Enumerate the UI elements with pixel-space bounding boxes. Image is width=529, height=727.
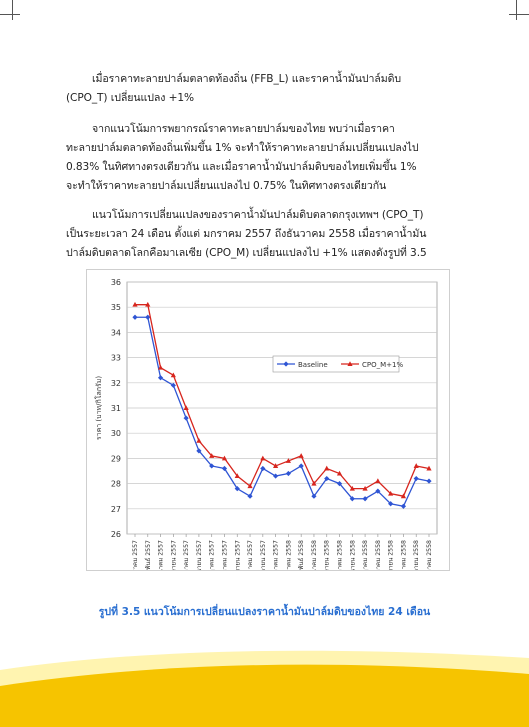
x-tick-label: ตุลาคม 2557 <box>247 540 254 570</box>
x-tick-label: มกราคม 2558 <box>285 540 292 570</box>
y-tick-label: 27 <box>111 505 121 514</box>
y-axis-label: ราคา (บาท/กิโลกรัม) <box>94 376 103 441</box>
x-tick-label: มิถุนายน 2558 <box>349 540 356 570</box>
price-trend-chart: 26 27 28 29 30 31 32 33 34 35 36 ราคา (บาท/กิโลกรัม… <box>94 278 438 588</box>
text-line: จะทำให้ราคาทะลายปาล์มเปลี่ยนแปลงไป 0.75%… <box>66 180 387 192</box>
x-tick-label: มีนาคม 2557 <box>157 540 165 570</box>
data-point <box>388 490 394 496</box>
legend-marker <box>347 361 353 366</box>
paragraph-1: เมื่อราคาทะลายปาล์มตลาดท้องถิ่น (FFB_L) … <box>66 70 464 108</box>
data-point <box>247 493 253 499</box>
data-point <box>196 437 202 443</box>
x-tick-label: สิงหาคม 2558 <box>375 540 382 570</box>
text-line: ปาล์มดิบตลาดโลกคือมาเลเซีย (CPO_M) เปลี่… <box>66 247 427 259</box>
y-tick-label: 34 <box>111 328 121 337</box>
text-line: 0.83% ในทิศทางตรงเดียวกัน และเมื่อราคาน้… <box>66 161 417 173</box>
paragraph-2: จากแนวโน้มการพยากรณ์ราคาทะลายปาล์มของไทย… <box>66 120 464 196</box>
x-tick-label: ธันวาคม 2557 <box>273 540 280 570</box>
figure-caption: รูปที่ 3.5 แนวโน้มการเปลี่ยนแปลงราคาน้ำม… <box>98 606 431 618</box>
y-tick-label: 35 <box>111 303 121 312</box>
data-point <box>145 301 151 307</box>
text-line: ทะลายปาล์มตลาดท้องถิ่นเพิ่มขึ้น 1% จะทำใ… <box>66 142 419 154</box>
x-tick-label: กุมภาพันธ์ 2558 <box>297 540 305 570</box>
x-tick-label: พฤศจิกายน 2558 <box>413 540 420 570</box>
x-tick-label: เมษายน 2557 <box>170 540 177 570</box>
footer-yellow-wave <box>0 664 529 727</box>
data-point <box>157 375 164 381</box>
series-line <box>135 304 430 497</box>
crop-mark <box>0 14 20 15</box>
crop-mark <box>12 0 13 20</box>
legend-marker <box>283 361 289 367</box>
data-point <box>400 493 407 499</box>
text-line: เมื่อราคาทะลายปาล์มตลาดท้องถิ่น (FFB_L) … <box>92 73 401 85</box>
data-point <box>170 372 176 378</box>
x-tick-label: กรกฎาคม 2557 <box>209 540 216 570</box>
x-tick-label: กันยายน 2557 <box>234 540 241 570</box>
legend-box <box>272 355 400 373</box>
x-tick-label: กันยายน 2558 <box>388 540 395 570</box>
chart-figure: 26 27 28 29 30 31 32 33 34 35 36 ราคา (บาท/กิโลกรัม… <box>86 269 450 588</box>
series-line <box>135 316 430 508</box>
x-tick-label: พฤษภาคม 2558 <box>337 540 344 570</box>
data-point <box>132 314 138 320</box>
data-point <box>285 458 291 463</box>
x-tick-label: มิถุนายน 2557 <box>196 540 203 570</box>
y-tick-label: 29 <box>111 454 121 463</box>
text-line: เป็นระยะเวลา 24 เดือน ตั้งแต่ มกราคม 255… <box>66 228 427 240</box>
data-point <box>324 465 330 471</box>
y-tick-label: 36 <box>111 278 121 287</box>
y-tick-label: 33 <box>111 354 121 363</box>
legend-label: Baseline <box>298 361 328 369</box>
text-line: จากแนวโน้มการพยากรณ์ราคาทะลายปาล์มของไทย… <box>92 123 395 135</box>
data-point <box>349 496 355 502</box>
data-point <box>234 473 240 479</box>
data-point <box>221 455 228 461</box>
y-tick-label: 30 <box>111 429 121 438</box>
footer-decoration <box>0 650 529 727</box>
data-point <box>375 478 381 484</box>
x-tick-label: พฤศจิกายน 2557 <box>260 540 267 570</box>
data-point <box>362 485 368 491</box>
data-point <box>413 475 419 482</box>
y-tick-label: 32 <box>111 379 121 388</box>
data-point <box>324 475 330 482</box>
crop-mark <box>516 0 517 20</box>
x-tick-label: กุมภาพันธ์ 2557 <box>144 540 152 570</box>
data-point <box>426 465 432 471</box>
data-point <box>336 470 343 476</box>
paragraph-3: แนวโน้มการเปลี่ยนแปลงของราคาน้ำมันปาล์มด… <box>66 206 464 263</box>
x-tick-label: พฤษภาคม 2557 <box>183 540 190 570</box>
text-line: (CPO_T) เปลี่ยนแปลง +1% <box>66 92 194 104</box>
text-line: แนวโน้มการเปลี่ยนแปลงของราคาน้ำมันปาล์มด… <box>92 209 424 221</box>
x-tick-label: ธันวาคม 2558 <box>426 540 433 570</box>
data-point <box>247 483 253 489</box>
x-tick-label: สิงหาคม 2557 <box>221 540 228 570</box>
y-tick-label: 31 <box>111 404 121 413</box>
data-point <box>349 485 355 491</box>
data-point <box>157 364 164 370</box>
data-point <box>413 463 419 468</box>
x-tick-label: เมษายน 2558 <box>324 540 331 570</box>
data-point <box>183 405 189 410</box>
x-tick-label: มกราคม 2557 <box>132 540 139 570</box>
data-point <box>234 486 240 492</box>
data-point <box>209 453 215 458</box>
y-tick-label: 26 <box>111 530 121 539</box>
data-point <box>132 301 138 307</box>
x-tick-label: มีนาคม 2558 <box>310 540 318 570</box>
data-point <box>311 480 317 486</box>
legend-label: CPO_M+1% <box>362 361 403 369</box>
crop-mark <box>509 14 529 15</box>
x-tick-label: ตุลาคม 2558 <box>400 540 407 570</box>
data-point <box>400 503 407 509</box>
data-point <box>273 463 279 468</box>
data-point <box>260 455 266 461</box>
data-point <box>388 501 394 507</box>
x-tick-label: กรกฎาคม 2558 <box>362 540 369 570</box>
data-point <box>298 453 304 458</box>
y-tick-label: 28 <box>111 480 121 489</box>
